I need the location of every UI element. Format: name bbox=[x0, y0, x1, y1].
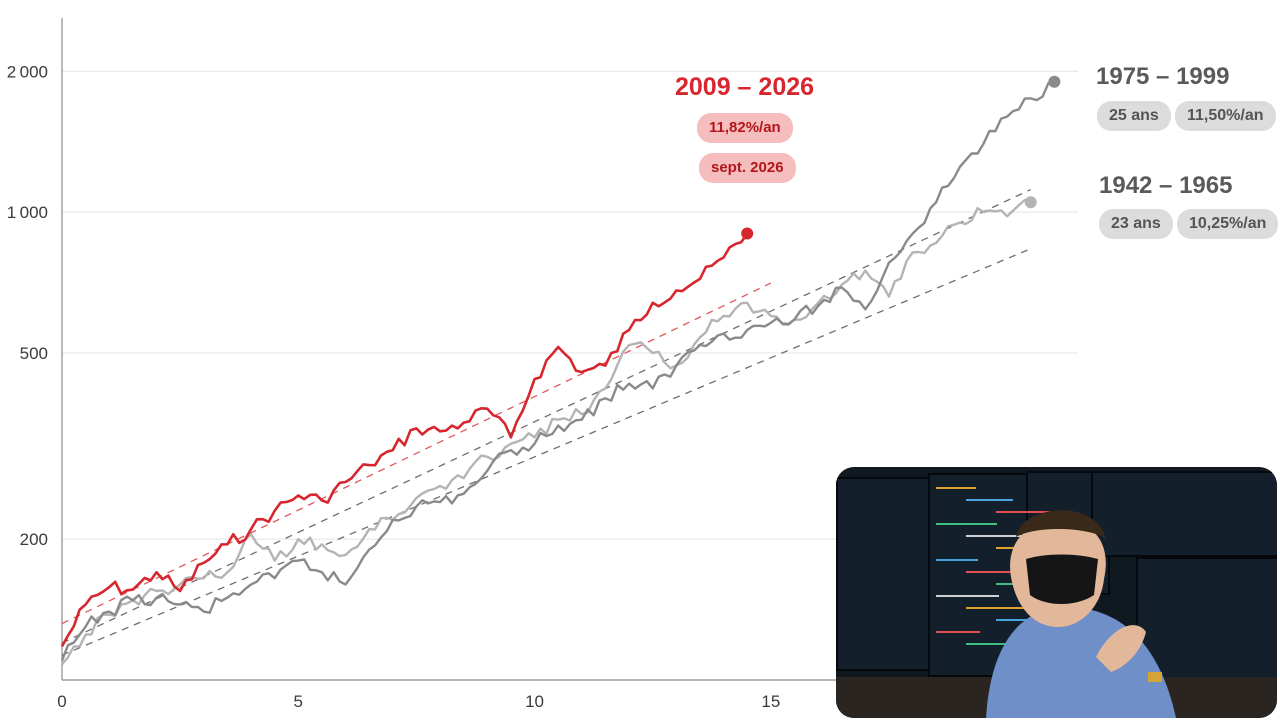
monitor-right-top bbox=[1091, 471, 1277, 557]
monitor-data-line bbox=[936, 559, 978, 561]
tick-labels: 200 500 1 000 2 000 0 5 10 15 bbox=[7, 62, 781, 711]
series-badge-rate-1975-1999: 11,50%/an bbox=[1175, 101, 1276, 131]
y-tick-label: 500 bbox=[20, 344, 48, 363]
series-lines bbox=[60, 80, 1055, 666]
monitor-data-line bbox=[966, 499, 1013, 501]
monitor-data-line bbox=[936, 523, 997, 525]
y-tick-label: 1 000 bbox=[7, 203, 48, 222]
y-tick-label: 2 000 bbox=[7, 62, 48, 81]
series-title-1975-1999: 1975 – 1999 bbox=[1096, 63, 1230, 90]
monitor-data-line bbox=[966, 571, 1015, 573]
x-tick-label: 10 bbox=[525, 692, 544, 711]
trend-line-1942-1965 bbox=[61, 248, 1031, 656]
series-badge-rate-2009-2026: 11,82%/an bbox=[697, 113, 793, 143]
presenter-figure bbox=[986, 510, 1176, 718]
x-tick-label: 15 bbox=[761, 692, 780, 711]
monitor-data-line bbox=[966, 535, 1034, 537]
monitor-data-line bbox=[936, 487, 976, 489]
end-points bbox=[741, 75, 1061, 240]
monitor-data-line bbox=[966, 607, 1036, 609]
webcam-overlay bbox=[836, 467, 1277, 718]
trend-line-1975-1999 bbox=[61, 188, 1032, 644]
endpoint-2009-2026 bbox=[741, 227, 754, 240]
y-tick-label: 200 bbox=[20, 530, 48, 549]
series-badge-rate-1942-1965: 10,25%/an bbox=[1177, 209, 1279, 239]
series-line-1975-1999 bbox=[60, 80, 1055, 662]
series-line-1942-1965 bbox=[61, 198, 1032, 666]
x-tick-label: 0 bbox=[57, 692, 66, 711]
series-badge-years-1942-1965: 23 ans bbox=[1099, 209, 1173, 239]
series-title-1942-1965: 1942 – 1965 bbox=[1099, 172, 1233, 199]
endpoint-1975-1999 bbox=[1048, 75, 1061, 88]
x-tick-label: 5 bbox=[294, 692, 303, 711]
series-badge-date-2009-2026: sept. 2026 bbox=[699, 153, 796, 183]
series-line-2009-2026 bbox=[60, 232, 749, 648]
trend-lines bbox=[61, 188, 1032, 656]
monitor-data-line bbox=[936, 631, 980, 633]
monitor-data-line bbox=[936, 595, 999, 597]
series-title-2009-2026: 2009 – 2026 bbox=[675, 73, 815, 101]
endpoint-1942-1965 bbox=[1024, 196, 1037, 209]
series-badge-years-1975-1999: 25 ans bbox=[1097, 101, 1171, 131]
monitor-data-line bbox=[996, 511, 1050, 513]
trend-line-2009-2026 bbox=[61, 282, 772, 625]
monitor-data-line bbox=[966, 643, 1017, 645]
